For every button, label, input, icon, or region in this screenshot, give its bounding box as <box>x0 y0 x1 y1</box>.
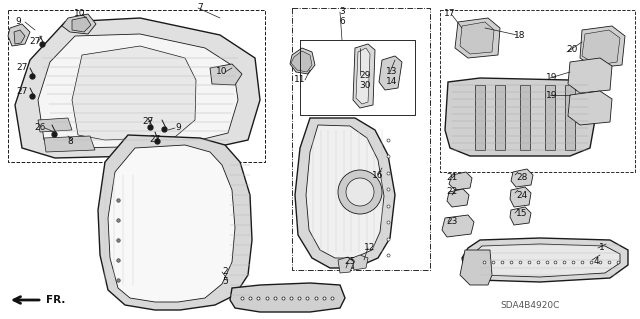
Circle shape <box>346 178 374 206</box>
Polygon shape <box>108 145 235 302</box>
Polygon shape <box>290 48 315 74</box>
Polygon shape <box>306 125 384 258</box>
Text: 17: 17 <box>444 10 456 19</box>
Polygon shape <box>230 283 345 312</box>
Text: SDA4B4920C: SDA4B4920C <box>500 300 560 309</box>
Text: 30: 30 <box>359 80 371 90</box>
Text: 14: 14 <box>387 78 397 86</box>
Text: 5: 5 <box>222 278 228 286</box>
Polygon shape <box>291 51 312 72</box>
Text: 23: 23 <box>446 218 458 226</box>
Polygon shape <box>462 238 628 282</box>
Polygon shape <box>356 48 370 104</box>
Text: 6: 6 <box>339 17 345 26</box>
Polygon shape <box>445 78 595 156</box>
Text: 15: 15 <box>516 209 528 218</box>
Text: 9: 9 <box>15 18 21 26</box>
Text: 8: 8 <box>67 137 73 146</box>
Text: 20: 20 <box>566 46 578 55</box>
Text: 19: 19 <box>547 91 557 100</box>
Polygon shape <box>580 26 625 68</box>
Polygon shape <box>442 215 474 237</box>
Text: 24: 24 <box>516 190 527 199</box>
Polygon shape <box>8 24 30 46</box>
Text: 27: 27 <box>29 38 41 47</box>
Text: 28: 28 <box>516 174 528 182</box>
Polygon shape <box>460 250 492 285</box>
Polygon shape <box>72 46 196 140</box>
Polygon shape <box>338 257 354 273</box>
Text: 9: 9 <box>175 123 181 132</box>
Text: 27: 27 <box>16 63 28 72</box>
Text: 22: 22 <box>446 188 458 197</box>
Text: 7: 7 <box>197 4 203 12</box>
Polygon shape <box>38 118 72 132</box>
Polygon shape <box>353 44 375 108</box>
Polygon shape <box>511 169 533 187</box>
Text: 10: 10 <box>216 68 228 77</box>
Text: 21: 21 <box>446 174 458 182</box>
Polygon shape <box>379 56 402 90</box>
Text: 27: 27 <box>142 117 154 127</box>
Text: 13: 13 <box>387 68 397 77</box>
Polygon shape <box>510 207 531 225</box>
Polygon shape <box>352 255 368 270</box>
Polygon shape <box>98 135 252 310</box>
Polygon shape <box>510 187 531 207</box>
Polygon shape <box>582 30 620 65</box>
Text: 27: 27 <box>149 136 161 145</box>
Text: 1: 1 <box>599 243 605 253</box>
Text: FR.: FR. <box>46 295 65 305</box>
Polygon shape <box>568 58 612 93</box>
Polygon shape <box>568 91 612 125</box>
Circle shape <box>338 170 382 214</box>
Polygon shape <box>295 118 395 268</box>
Polygon shape <box>14 30 25 44</box>
Text: 29: 29 <box>359 70 371 79</box>
Text: 2: 2 <box>222 268 228 277</box>
Polygon shape <box>72 17 91 32</box>
Polygon shape <box>475 85 485 150</box>
Text: 12: 12 <box>364 243 376 253</box>
Text: 16: 16 <box>372 170 384 180</box>
Polygon shape <box>470 244 620 277</box>
Polygon shape <box>38 34 238 148</box>
Text: 25: 25 <box>344 257 356 266</box>
Polygon shape <box>447 189 469 207</box>
Text: 11: 11 <box>294 76 306 85</box>
Text: 10: 10 <box>74 10 86 19</box>
Polygon shape <box>44 136 95 152</box>
Text: 18: 18 <box>515 31 525 40</box>
Polygon shape <box>449 172 472 190</box>
Text: 26: 26 <box>35 123 45 132</box>
Polygon shape <box>455 18 500 58</box>
Polygon shape <box>210 64 242 85</box>
Text: 3: 3 <box>339 6 345 16</box>
Polygon shape <box>495 85 505 150</box>
Polygon shape <box>15 18 260 158</box>
Text: 19: 19 <box>547 73 557 83</box>
Text: 27: 27 <box>16 87 28 97</box>
Polygon shape <box>62 14 96 34</box>
Text: 4: 4 <box>593 257 599 266</box>
Polygon shape <box>565 85 575 150</box>
Polygon shape <box>545 85 555 150</box>
Polygon shape <box>520 85 530 150</box>
Polygon shape <box>460 22 494 54</box>
